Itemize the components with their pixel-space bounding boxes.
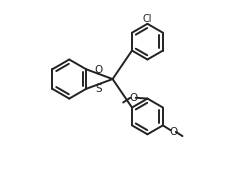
Text: O: O bbox=[94, 65, 102, 75]
Text: O: O bbox=[168, 127, 176, 137]
Text: O: O bbox=[128, 93, 137, 103]
Text: S: S bbox=[95, 84, 102, 94]
Text: Cl: Cl bbox=[142, 14, 152, 24]
